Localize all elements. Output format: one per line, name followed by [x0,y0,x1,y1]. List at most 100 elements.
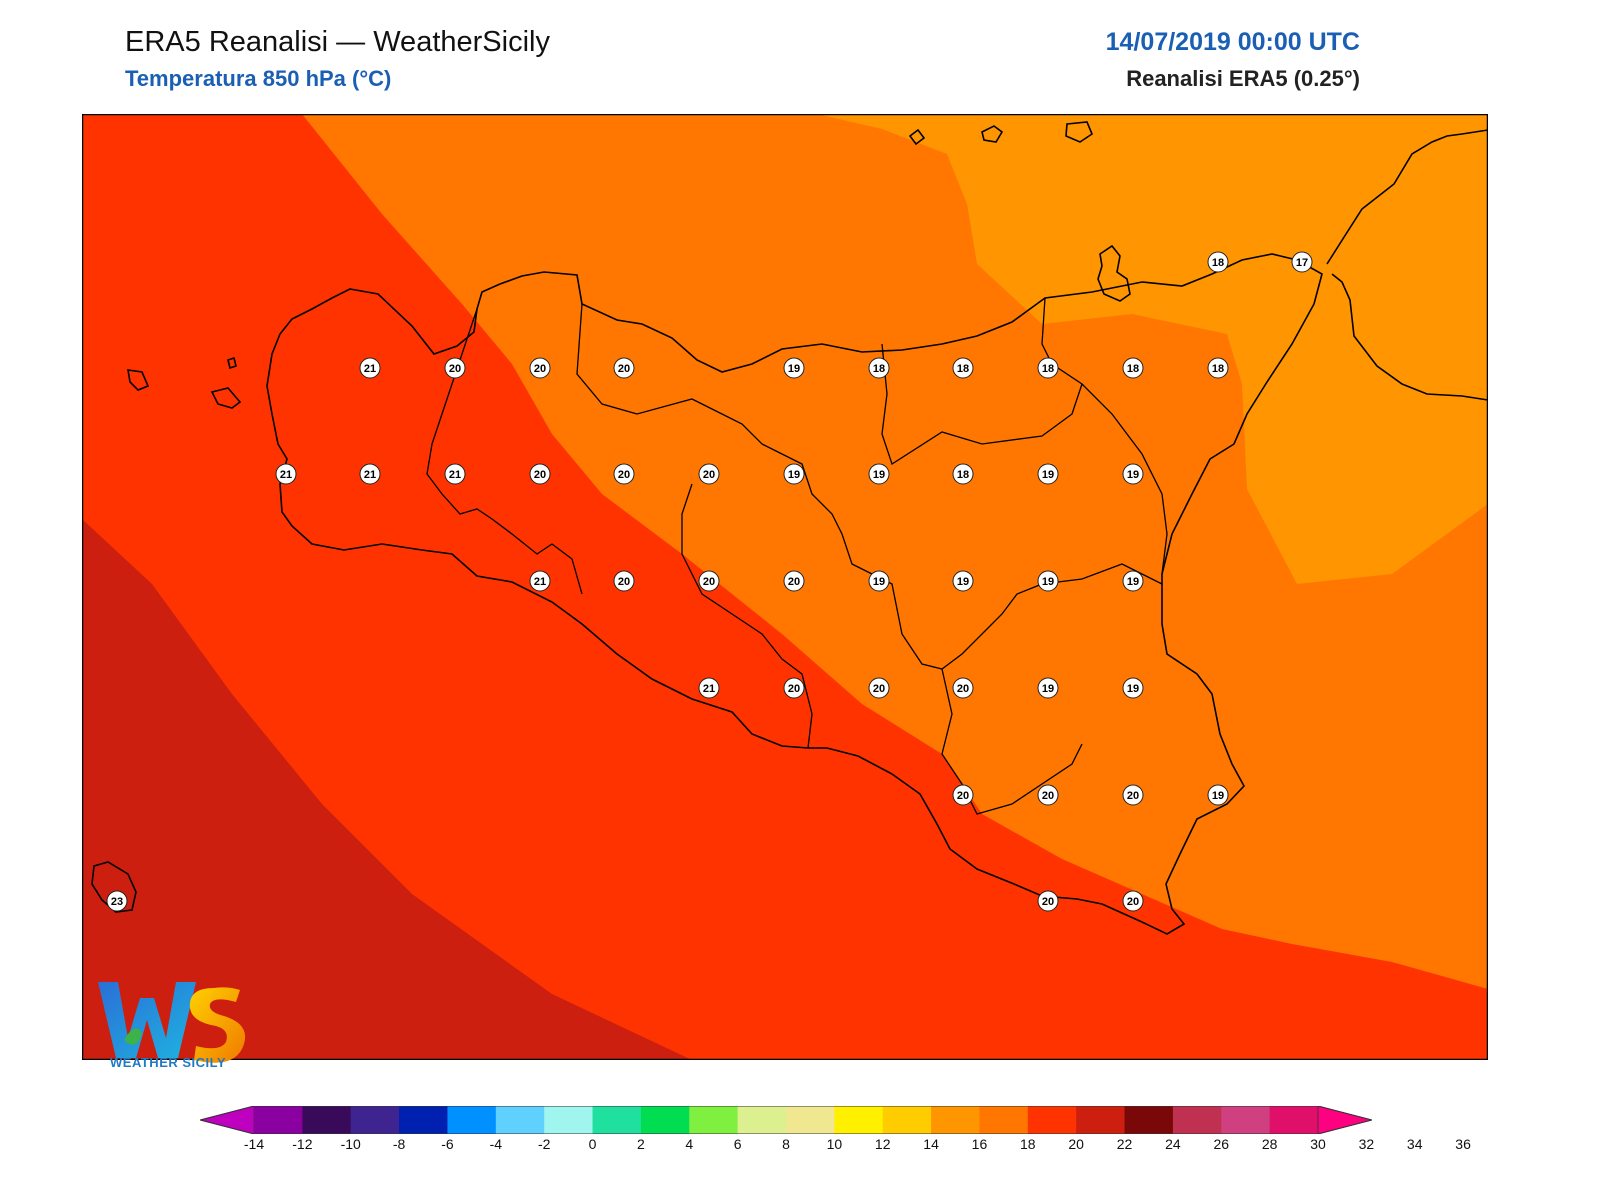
colorbar-tick-label: 28 [1261,1136,1278,1152]
station-marker: 18 [1037,357,1059,379]
colorbar-segment [544,1106,594,1134]
station-marker: 20 [1037,784,1059,806]
station-circle [444,463,466,485]
station-marker: 20 [868,677,890,699]
station-value: 20 [703,576,715,588]
station-circle [359,357,381,379]
station-marker: 20 [613,570,635,592]
station-circle [444,357,466,379]
station-circle [1207,784,1229,806]
colorbar-segment [350,1106,400,1134]
egadi-islands [127,356,242,409]
station-marker: 21 [529,570,551,592]
station-value: 20 [957,790,969,802]
station-marker: 19 [1122,570,1144,592]
colorbar-tick-label: -2 [537,1136,551,1152]
station-circle [868,357,890,379]
station-value: 23 [111,896,123,908]
colorbar-segment [495,1106,545,1134]
station-marker: 19 [868,463,890,485]
station-circle [359,463,381,485]
colorbar-tick-label: 16 [971,1136,988,1152]
station-circle [1122,784,1144,806]
station-value: 20 [618,576,630,588]
station-circle [1037,463,1059,485]
colorbar-segment [1076,1106,1126,1134]
colorbar-tick-label: 26 [1213,1136,1230,1152]
station-value: 18 [957,363,969,375]
colorbar-segment [931,1106,980,1134]
station-value: 18 [1212,257,1224,269]
station-marker: 19 [1037,570,1059,592]
colorbar-segment [399,1106,448,1134]
station-marker: 23 [106,890,128,912]
station-marker: 19 [868,570,890,592]
aeolian-islands [908,121,1131,302]
station-value: 18 [957,469,969,481]
station-value: 18 [1127,363,1139,375]
station-value: 19 [788,469,800,481]
station-value: 20 [618,363,630,375]
colorbar-segment [302,1106,352,1134]
station-marker: 20 [1122,890,1144,912]
colorbar-segment [1172,1106,1222,1134]
colorbar-segment [882,1106,932,1134]
map-date: 14/07/2019 00:00 UTC [1105,28,1360,56]
colorbar-segment [737,1106,787,1134]
station-circle [1037,890,1059,912]
station-value: 19 [957,576,969,588]
station-value: 20 [618,469,630,481]
colorbar-segment [447,1106,497,1134]
station-value: 18 [873,363,885,375]
colorbar-segment [786,1106,835,1134]
colorbar-tick-label: 14 [923,1136,939,1152]
colorbar [200,1106,1372,1134]
station-marker: 18 [952,463,974,485]
station-marker: 19 [1122,463,1144,485]
map-subtitle: Temperatura 850 hPa (°C) [125,66,392,91]
colorbar-segment [254,1106,303,1134]
map-frame [82,114,1488,1060]
colorbar-ticks: -14 -12 -10 -8 -6 -4 -2 0 2 4 6 8 10 12 14 16 18 20 22 24 26… [0,1136,1600,1160]
station-circle [1207,251,1229,273]
station-value: 20 [1042,790,1054,802]
station-marker: 21 [698,677,720,699]
station-circle [1291,251,1313,273]
station-circle [613,357,635,379]
station-circle [698,463,720,485]
colorbar-tick-label: 24 [1165,1136,1181,1152]
station-value: 19 [873,576,885,588]
station-marker: 20 [613,357,635,379]
colorbar-segment [1124,1106,1174,1134]
station-value: 20 [1127,896,1139,908]
station-circle [529,570,551,592]
station-circle [275,463,297,485]
station-circle [783,463,805,485]
station-circle [698,677,720,699]
temperature-map: 21 20 20 20 19 18 18 18 18 18 21 21 21 20 20 20 19 19 18 19… [82,114,1488,1060]
station-value: 19 [1212,790,1224,802]
station-value: 19 [1127,683,1139,695]
band-16-18 [817,114,1488,584]
station-circle [1122,357,1144,379]
station-circle [1037,357,1059,379]
station-circle [106,890,128,912]
station-marker: 18 [952,357,974,379]
station-circle [1122,570,1144,592]
station-marker: 18 [1122,357,1144,379]
colorbar-tick-label: -10 [340,1136,361,1152]
weathersicily-logo [98,982,246,1063]
station-marker: 20 [529,357,551,379]
station-marker: 19 [1122,677,1144,699]
sicily-coastline [266,253,1323,935]
station-value: 18 [1042,363,1054,375]
station-value: 20 [534,469,546,481]
colorbar-tick-label: -14 [243,1136,265,1152]
station-marker: 21 [275,463,297,485]
colorbar-segment [592,1106,642,1134]
station-marker: 20 [698,570,720,592]
station-marker: 20 [1037,890,1059,912]
colorbar-tick-label: 36 [1455,1136,1471,1152]
station-circle [613,463,635,485]
station-marker: 20 [952,677,974,699]
